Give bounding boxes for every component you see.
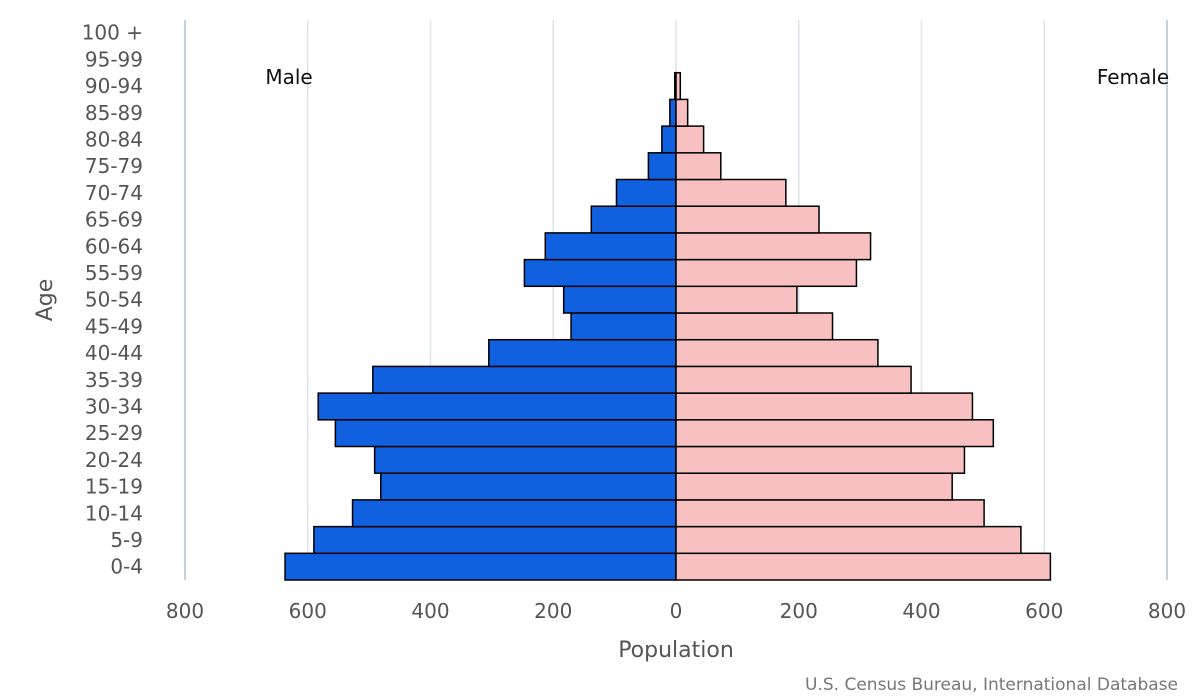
y-tick-label: 80-84	[85, 127, 143, 151]
female-bar-75-79	[675, 152, 722, 181]
male-bar-0-4	[284, 552, 677, 581]
male-bar-5-9	[313, 525, 677, 555]
x-tick-label: 400	[902, 599, 940, 623]
female-bar-65-69	[675, 205, 820, 234]
x-tick-label: 600	[1025, 599, 1063, 623]
y-tick-label: 90-94	[85, 74, 143, 98]
male-bar-45-49	[570, 312, 677, 341]
female-bar-30-34	[675, 392, 974, 421]
female-bar-45-49	[675, 312, 834, 341]
female-bar-10-14	[675, 499, 985, 528]
x-axis-title: Population	[618, 638, 734, 663]
female-bar-50-54	[675, 285, 798, 314]
y-tick-label: 30-34	[85, 394, 143, 418]
male-bar-80-84	[661, 125, 677, 154]
y-tick-label: 15-19	[85, 475, 143, 499]
y-tick-label: 60-64	[85, 234, 143, 258]
female-bar-5-9	[675, 525, 1022, 555]
y-tick-label: 0-4	[110, 555, 143, 579]
y-axis-title: Age	[33, 279, 58, 322]
x-tick-label: 800	[1148, 599, 1186, 623]
population-tick-labels: 800 600 400 200 0 200 400 600 800	[166, 599, 1186, 623]
y-tick-label: 65-69	[85, 208, 143, 232]
y-tick-label: 35-39	[85, 368, 143, 392]
male-bar-85-89	[669, 98, 677, 127]
male-bar-15-19	[380, 472, 677, 501]
male-bar-50-54	[562, 285, 677, 314]
male-bar-65-69	[590, 205, 677, 234]
y-tick-label: 5-9	[110, 528, 143, 552]
female-bar-15-19	[675, 472, 953, 501]
y-tick-label: 10-14	[85, 501, 143, 525]
male-bar-35-39	[372, 365, 677, 394]
y-tick-label: 95-99	[85, 47, 143, 71]
y-tick-label: 85-89	[85, 101, 143, 125]
female-bar-0-4	[675, 552, 1052, 581]
x-tick-label: 800	[166, 599, 204, 623]
male-bar-10-14	[351, 499, 677, 528]
female-bar-90-94	[675, 71, 682, 101]
male-side-label: Male	[265, 65, 312, 89]
male-bar-55-59	[523, 258, 677, 288]
female-bar-35-39	[675, 365, 912, 394]
source-credit: U.S. Census Bureau, International Databa…	[805, 675, 1178, 695]
y-tick-label: 45-49	[85, 314, 143, 338]
female-bar-70-74	[675, 178, 787, 207]
female-bar-85-89	[675, 98, 689, 127]
y-tick-label: 50-54	[85, 288, 143, 312]
y-tick-label: 40-44	[85, 341, 143, 365]
x-tick-label: 0	[670, 599, 683, 623]
x-tick-label: 400	[411, 599, 449, 623]
x-tick-label: 200	[780, 599, 818, 623]
male-bar-75-79	[647, 152, 677, 181]
y-tick-label: 70-74	[85, 181, 143, 205]
male-bar-30-34	[317, 392, 677, 421]
x-tick-label: 600	[289, 599, 327, 623]
male-bar-20-24	[373, 445, 677, 474]
y-tick-label: 55-59	[85, 261, 143, 285]
female-bar-40-44	[675, 338, 879, 368]
female-side-label: Female	[1097, 65, 1169, 89]
y-tick-label: 100 +	[82, 21, 143, 45]
female-bar-25-29	[675, 419, 995, 448]
male-bar-70-74	[615, 178, 677, 207]
y-tick-label: 75-79	[85, 154, 143, 178]
bars	[284, 71, 1052, 581]
x-tick-label: 200	[534, 599, 572, 623]
y-tick-label: 25-29	[85, 421, 143, 445]
male-bar-25-29	[334, 419, 677, 448]
female-bar-55-59	[675, 258, 858, 288]
female-bar-60-64	[675, 232, 872, 261]
male-bar-60-64	[544, 232, 677, 261]
y-tick-label: 20-24	[85, 448, 143, 472]
female-bar-20-24	[675, 445, 966, 474]
female-bar-80-84	[675, 125, 705, 154]
male-bar-40-44	[488, 338, 677, 368]
